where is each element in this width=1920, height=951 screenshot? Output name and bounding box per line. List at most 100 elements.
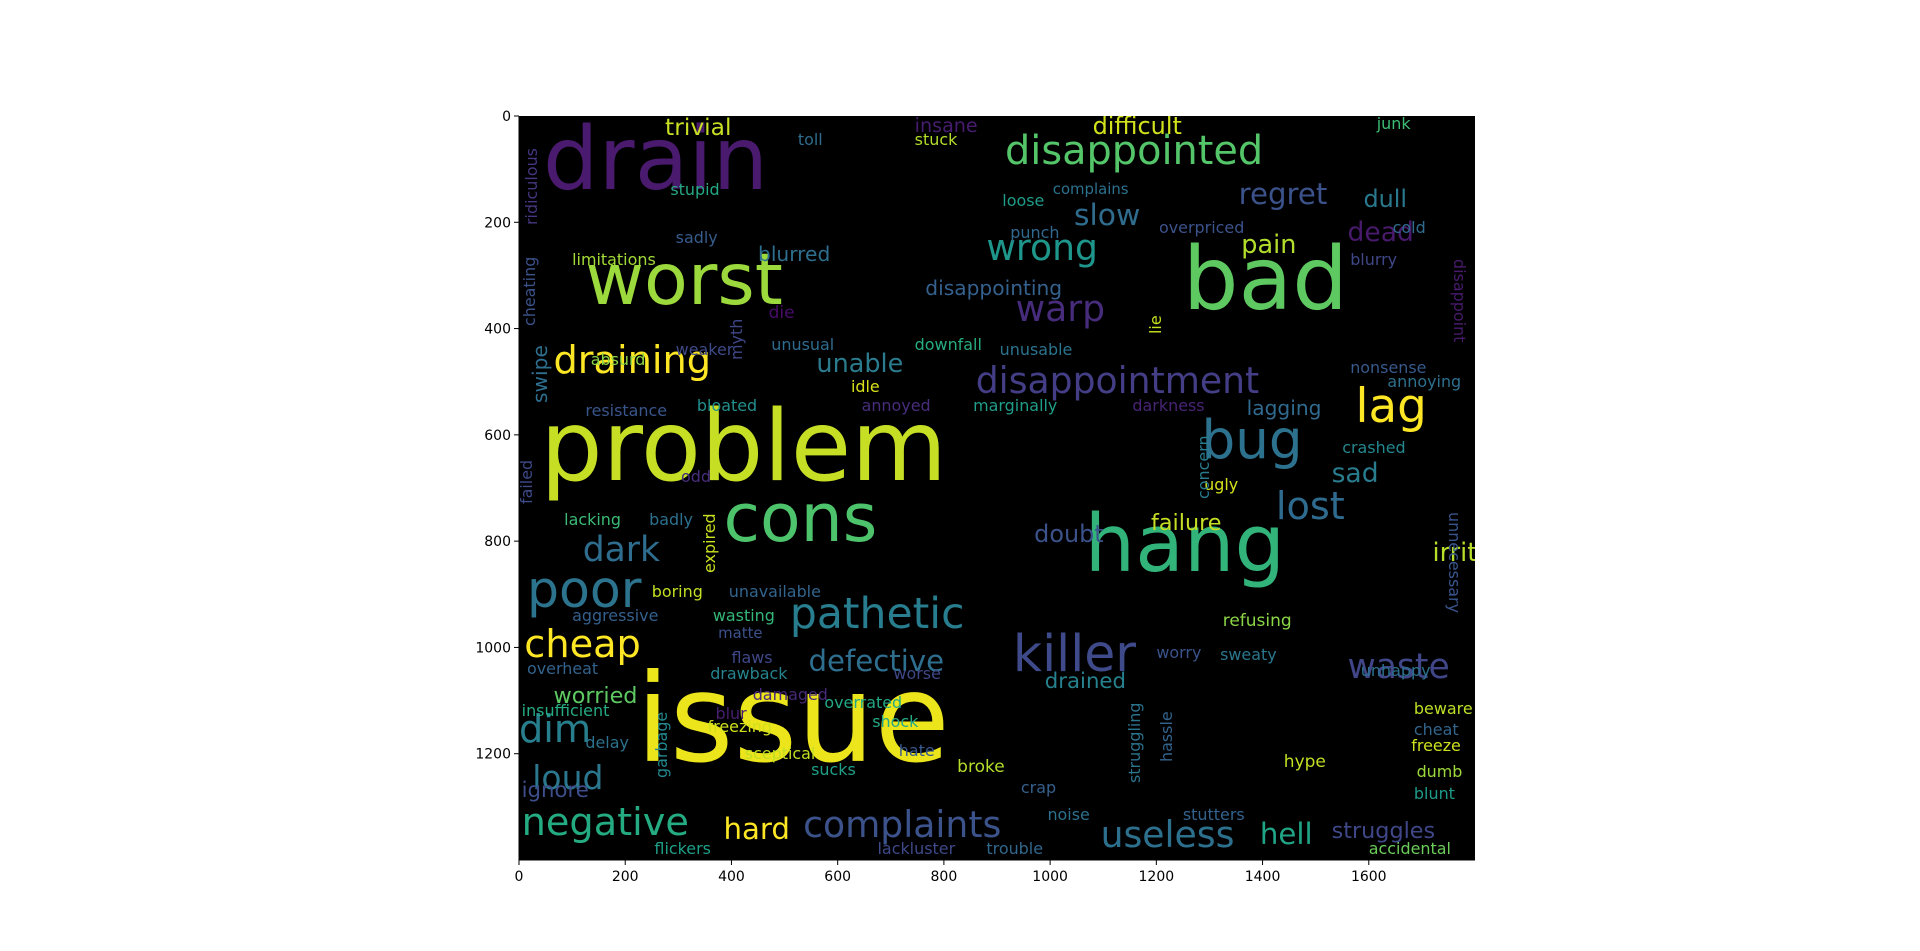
- word-sucks: sucks: [811, 759, 856, 779]
- word-downfall: downfall: [914, 334, 982, 354]
- x-tick-label: 600: [824, 869, 851, 885]
- word-disappointment: disappointment: [975, 359, 1260, 403]
- word-bloated: bloated: [696, 395, 758, 415]
- word-failure: failure: [1151, 509, 1222, 536]
- x-tick-label: 1600: [1351, 869, 1387, 885]
- word-loud: loud: [532, 757, 604, 797]
- word-lost: lost: [1275, 484, 1345, 529]
- word-punch: punch: [1010, 222, 1060, 242]
- word-disappointing: disappointing: [925, 276, 1063, 301]
- word-weaker: weaker: [675, 339, 734, 359]
- word-toll: toll: [797, 129, 823, 149]
- word-cons: cons: [723, 479, 878, 558]
- word-crashed: crashed: [1342, 438, 1406, 458]
- word-sceptical: sceptical: [744, 743, 816, 763]
- word-insufficient: insufficient: [521, 701, 610, 721]
- word-irritating: irritating: [1432, 538, 1476, 569]
- word-slow: slow: [1074, 198, 1141, 234]
- word-blunt: blunt: [1413, 783, 1455, 803]
- y-tick-label: 1200: [475, 747, 511, 763]
- word-dead: dead: [1347, 216, 1414, 248]
- word-stutters: stutters: [1182, 804, 1245, 824]
- word-draining: draining: [553, 337, 711, 383]
- word-struggles: struggles: [1331, 818, 1436, 845]
- y-tick-label: 800: [484, 534, 511, 550]
- word-unusable: unusable: [999, 339, 1073, 359]
- word-annoyed: annoyed: [861, 395, 931, 415]
- word-worried: worried: [553, 682, 638, 709]
- word-hate: hate: [898, 741, 935, 761]
- word-flickers: flickers: [654, 839, 711, 859]
- word-overpriced: overpriced: [1158, 217, 1245, 237]
- word-worry: worry: [1156, 642, 1202, 662]
- word-killer: killer: [1012, 623, 1137, 683]
- x-tick-label: 200: [612, 869, 639, 885]
- word-limitations: limitations: [572, 249, 656, 269]
- word-complaints: complaints: [803, 802, 1002, 846]
- y-tick-label: 600: [484, 428, 511, 444]
- word-doubt: doubt: [1034, 519, 1104, 548]
- word-hard: hard: [723, 811, 790, 846]
- word-wasting: wasting: [712, 605, 775, 625]
- x-tick-label: 800: [931, 869, 958, 885]
- word-lagging: lagging: [1246, 395, 1322, 420]
- word-pain: pain: [1241, 229, 1297, 260]
- y-tick-label: 1000: [475, 640, 511, 656]
- word-dumb: dumb: [1416, 762, 1463, 782]
- word-cheat: cheat: [1413, 719, 1459, 739]
- word-cold: cold: [1392, 217, 1426, 237]
- word-aggressive: aggressive: [572, 605, 659, 625]
- word-insane: insane: [914, 116, 978, 137]
- word-dull: dull: [1363, 184, 1408, 213]
- word-beware: beware: [1413, 698, 1473, 718]
- word-hype: hype: [1283, 751, 1326, 772]
- word-trouble: trouble: [986, 839, 1044, 859]
- word-drawback: drawback: [710, 664, 788, 684]
- word-useless: useless: [1100, 813, 1235, 857]
- word-bad: bad: [1182, 227, 1348, 330]
- word-hang: hang: [1084, 496, 1286, 590]
- word-badly: badly: [649, 509, 693, 529]
- x-tick-label: 1400: [1245, 869, 1281, 885]
- word-cheap: cheap: [524, 622, 641, 668]
- x-tick-label: 0: [515, 869, 524, 885]
- word-damaged: damaged: [752, 685, 828, 705]
- word-unhappy: unhappy: [1360, 661, 1431, 681]
- word-flaws: flaws: [731, 648, 773, 668]
- word-resistance: resistance: [585, 400, 668, 420]
- word-defective: defective: [808, 644, 945, 679]
- word-nonsense: nonsense: [1350, 358, 1427, 378]
- word-complains: complains: [1052, 180, 1129, 199]
- word-hell: hell: [1259, 817, 1313, 852]
- word-dark: dark: [582, 530, 660, 571]
- word-difficult: difficult: [1092, 116, 1182, 140]
- word-sweaty: sweaty: [1220, 645, 1277, 665]
- word-drain: drain: [542, 116, 769, 210]
- word-regret: regret: [1238, 176, 1328, 211]
- word-lag: lag: [1355, 380, 1427, 435]
- word-sadly: sadly: [675, 228, 718, 248]
- word-noise: noise: [1047, 804, 1090, 824]
- word-ignore: ignore: [521, 778, 589, 804]
- word-lacking: lacking: [564, 509, 621, 529]
- word-blurred: blurred: [758, 241, 831, 266]
- word-stuck: stuck: [914, 129, 958, 149]
- word-worst: worst: [585, 236, 783, 321]
- word-unusual: unusual: [771, 334, 835, 354]
- word-die: die: [768, 302, 795, 323]
- word-delay: delay: [585, 733, 629, 753]
- word-blur: blur: [715, 703, 747, 723]
- word-loose: loose: [1002, 191, 1045, 211]
- word-disappointed: disappointed: [1004, 127, 1264, 174]
- x-tick-label: 1200: [1139, 869, 1175, 885]
- y-tick-label: 200: [484, 215, 511, 231]
- word-bug: bug: [1201, 408, 1303, 471]
- word-worse: worse: [893, 664, 941, 684]
- word-matte: matte: [718, 624, 763, 643]
- word-wrong: wrong: [986, 226, 1098, 270]
- word-cloud-image: issue problem drain bad hang worst cons disappo…: [519, 116, 1475, 860]
- word-overheat: overheat: [526, 658, 599, 678]
- word-accidental: accidental: [1368, 839, 1451, 859]
